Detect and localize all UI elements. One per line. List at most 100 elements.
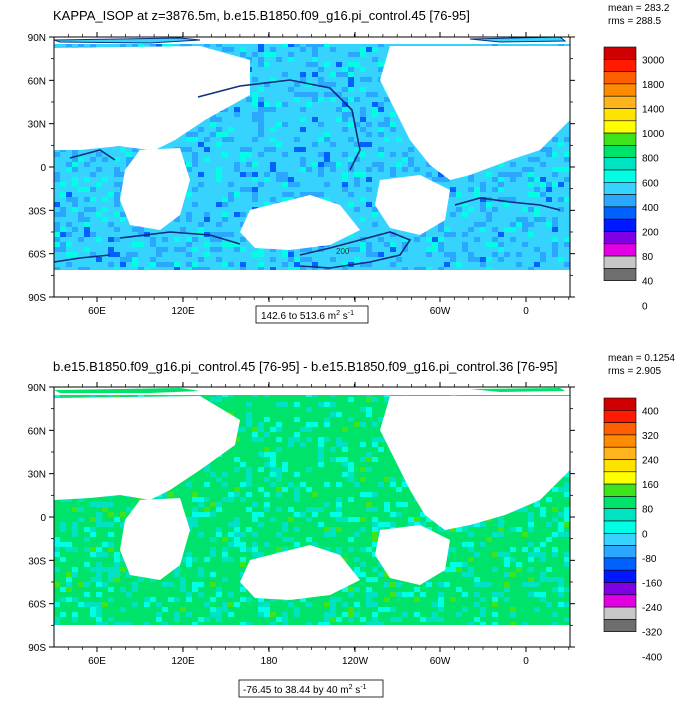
colorbar-swatch bbox=[603, 594, 637, 608]
colorbar-swatch bbox=[603, 471, 637, 485]
colorbar-swatch bbox=[603, 619, 637, 633]
colorbar-swatch bbox=[603, 409, 637, 423]
y-tick-label: 90N bbox=[28, 33, 46, 44]
colorbar-swatch bbox=[603, 422, 637, 436]
colorbar-label: -240 bbox=[642, 603, 662, 614]
colorbar-label: 200 bbox=[642, 228, 659, 239]
x-tick-label: 120E bbox=[171, 306, 195, 317]
colorbar-label: 400 bbox=[642, 203, 659, 214]
colorbar-label: 400 bbox=[642, 406, 659, 417]
colorbar-label: 240 bbox=[642, 456, 659, 467]
panel-1-title: KAPPA_ISOP at z=3876.5m, b.e15.B1850.f09… bbox=[53, 8, 470, 23]
colorbar-swatch bbox=[603, 120, 637, 134]
colorbar-swatch bbox=[603, 243, 637, 257]
colorbar-label: 80 bbox=[642, 505, 654, 516]
colorbar-swatch bbox=[603, 557, 637, 571]
colorbar-label: 1800 bbox=[642, 80, 665, 91]
y-tick-label: 30N bbox=[28, 470, 46, 481]
colorbar-label: -320 bbox=[642, 628, 662, 639]
colorbar-label: -400 bbox=[642, 652, 662, 663]
x-tick-label: 0 bbox=[523, 306, 529, 317]
colorbar-swatch bbox=[603, 194, 637, 208]
colorbar-swatch bbox=[603, 532, 637, 546]
panel-2-mean: mean = 0.1254 bbox=[608, 353, 675, 364]
panel-1-arctic-strips bbox=[54, 37, 567, 44]
panel-2-title: b.e15.B1850.f09_g16.pi_control.45 [76-95… bbox=[53, 359, 558, 374]
colorbar-swatch bbox=[603, 145, 637, 158]
colorbar-swatch bbox=[603, 132, 637, 146]
y-tick-label: 90S bbox=[28, 293, 46, 304]
panel-2: b.e15.B1850.f09_g16.pi_control.45 [76-95… bbox=[28, 353, 675, 698]
colorbar-swatch bbox=[603, 582, 637, 596]
colorbar-swatch bbox=[603, 255, 637, 269]
colorbar-label: 3000 bbox=[642, 55, 665, 66]
colorbar-label: 0 bbox=[642, 301, 648, 312]
colorbar-label: 600 bbox=[642, 178, 659, 189]
y-tick-label: 60N bbox=[28, 426, 46, 437]
x-tick-label: 0 bbox=[523, 656, 529, 667]
colorbar-swatch bbox=[603, 508, 637, 522]
panel-2-range-box: -76.45 to 38.44 by 40 m2 s-1 bbox=[238, 679, 384, 698]
panel-1-contour-label: 200 bbox=[336, 247, 350, 256]
colorbar-swatch bbox=[603, 545, 637, 559]
y-tick-label: 0 bbox=[40, 513, 46, 524]
colorbar-label: 1000 bbox=[642, 129, 665, 140]
x-tick-label: 180 bbox=[261, 656, 278, 667]
colorbar-swatch bbox=[603, 46, 637, 60]
colorbar-swatch bbox=[603, 569, 637, 583]
colorbar-swatch bbox=[603, 434, 637, 448]
colorbar-swatch bbox=[603, 446, 637, 460]
panel-1-land-mask bbox=[54, 37, 570, 297]
panel-1-contours bbox=[54, 79, 561, 269]
y-tick-label: 60N bbox=[28, 76, 46, 87]
x-tick-label: 60W bbox=[430, 656, 451, 667]
panel-2-land-mask bbox=[54, 387, 570, 647]
colorbar-swatch bbox=[603, 268, 637, 281]
x-tick-label: 60E bbox=[88, 656, 106, 667]
colorbar-swatch bbox=[603, 483, 637, 497]
colorbar-swatch bbox=[603, 182, 637, 195]
panel-1-range-label: 142.6 to 513.6 m2 s-1 bbox=[261, 310, 354, 322]
colorbar-swatch bbox=[603, 397, 637, 411]
x-tick-label: 60E bbox=[88, 306, 106, 317]
colorbar-label: -160 bbox=[642, 579, 662, 590]
panel-2-map bbox=[54, 387, 570, 647]
colorbar-swatch bbox=[603, 157, 637, 171]
colorbar-swatch bbox=[603, 520, 637, 534]
panel-2-arctic-strips bbox=[54, 388, 565, 393]
panel-1: KAPPA_ISOP at z=3876.5m, b.e15.B1850.f09… bbox=[28, 3, 670, 324]
colorbar-label: 800 bbox=[642, 154, 659, 165]
colorbar-swatch bbox=[603, 95, 637, 109]
panel-1-rms: rms = 288.5 bbox=[608, 16, 662, 27]
colorbar-swatch bbox=[603, 218, 637, 232]
y-tick-label: 30S bbox=[28, 556, 46, 567]
y-tick-label: 60S bbox=[28, 600, 46, 611]
colorbar-swatch bbox=[603, 58, 637, 72]
panel-2-axes: 90N 60N 30N 0 30S 60S 90S 60E 120E 180 120W 60W 0 bbox=[28, 382, 575, 667]
colorbar-label: 160 bbox=[642, 480, 659, 491]
colorbar-label: -80 bbox=[642, 554, 657, 565]
panel-1-map: 200 bbox=[54, 37, 570, 297]
colorbar-swatch bbox=[603, 496, 637, 509]
colorbar-label: 320 bbox=[642, 431, 659, 442]
panel-1-mean: mean = 283.2 bbox=[608, 3, 670, 14]
y-tick-label: 90S bbox=[28, 643, 46, 654]
colorbar-label: 40 bbox=[642, 277, 654, 288]
colorbar-swatch bbox=[603, 108, 637, 122]
x-tick-label: 120W bbox=[342, 656, 369, 667]
colorbar-swatch bbox=[603, 459, 637, 473]
colorbar-swatch bbox=[603, 71, 637, 85]
colorbar-swatch bbox=[603, 206, 637, 220]
y-tick-label: 30N bbox=[28, 120, 46, 131]
colorbar-swatch bbox=[603, 83, 637, 97]
x-tick-label: 60W bbox=[430, 306, 451, 317]
panel-2-range-label: -76.45 to 38.44 by 40 m2 s-1 bbox=[243, 684, 367, 696]
y-tick-label: 60S bbox=[28, 250, 46, 261]
y-tick-label: 30S bbox=[28, 206, 46, 217]
colorbar-swatch bbox=[603, 231, 637, 245]
colorbar-label: 1400 bbox=[642, 105, 665, 116]
panel-1-range-box: 142.6 to 513.6 m2 s-1 bbox=[255, 305, 369, 324]
colorbar-label: 80 bbox=[642, 252, 654, 263]
